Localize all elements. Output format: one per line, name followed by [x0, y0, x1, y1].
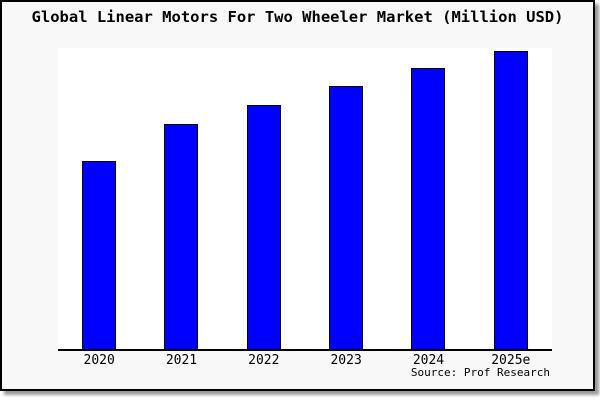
- x-tick-2025e: 2025e: [491, 353, 531, 368]
- bar-2020: [82, 161, 117, 349]
- source-label: Source: Prof Research: [410, 366, 550, 379]
- bar-slot-2025e: [470, 48, 552, 349]
- bar-2024: [411, 68, 446, 349]
- x-axis-tick-labels: 2020 2021 2022 2023 2024 2025e: [58, 354, 552, 368]
- chart-title: Global Linear Motors For Two Wheeler Mar…: [31, 8, 564, 26]
- bar-2022: [246, 105, 281, 349]
- bar-2021: [164, 124, 199, 349]
- chart-frame: Global Linear Motors For Two Wheeler Mar…: [0, 0, 595, 391]
- x-tick-2020: 2020: [83, 353, 115, 368]
- bars-container: [58, 48, 552, 349]
- bar-2023: [329, 86, 364, 349]
- plot-area: [58, 48, 552, 351]
- x-tick-2024: 2024: [412, 353, 445, 368]
- bar-slot-2021: [140, 48, 222, 349]
- bar-slot-2022: [223, 48, 305, 349]
- x-tick-2023: 2023: [330, 353, 362, 368]
- bar-slot-2024: [387, 48, 469, 349]
- x-tick-2022: 2022: [248, 353, 280, 368]
- bar-2025e: [493, 50, 528, 349]
- bar-slot-2020: [58, 48, 140, 349]
- bar-slot-2023: [305, 48, 387, 349]
- x-tick-2021: 2021: [165, 353, 198, 368]
